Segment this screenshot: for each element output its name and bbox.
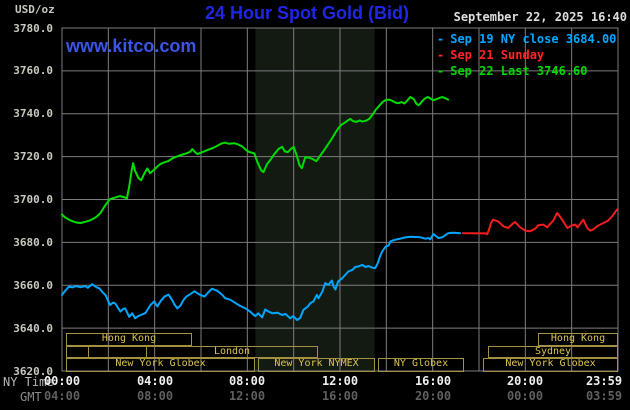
kitco-watermark: www.kitco.com — [66, 36, 197, 56]
x-tick-label-gmt: 12:00 — [228, 389, 266, 403]
line-sep19-friday — [61, 231, 461, 321]
session-box-ny-globex-2: NY Globex — [378, 358, 464, 372]
x-tick-label: 00:00 — [43, 374, 81, 388]
y-tick-label: 3640.0 — [13, 322, 53, 335]
session-box-ny-nymex: New York NYMEX — [258, 358, 375, 372]
session-box-ny-globex-3: New York Globex — [483, 358, 618, 372]
x-axis-row-label-gmt: GMT — [20, 390, 42, 404]
x-tick-label-gmt: 00:00 — [506, 389, 544, 403]
legend-label: Sep 19 NY close 3684.00 — [450, 32, 617, 46]
x-tick-label-gmt: 20:00 — [414, 389, 452, 403]
x-tick-label-gmt: 04:00 — [43, 389, 81, 403]
line-sep22-today — [61, 96, 450, 225]
y-tick-label: 3680.0 — [13, 236, 53, 249]
legend-label: Sep 22 Last 3746.60 — [450, 64, 588, 78]
session-box-sydney: Sydney — [488, 346, 618, 358]
x-tick-label: 20:00 — [506, 374, 544, 388]
session-box-london: London — [146, 346, 318, 358]
legend-dash-icon: - — [437, 48, 445, 62]
x-tick-label: 04:00 — [136, 374, 174, 388]
session-box-unlabeled-1 — [66, 346, 89, 358]
legend-item-sep21: - Sep 21 Sunday — [437, 48, 616, 62]
datetime-label: September 22, 2025 16:40 — [453, 10, 627, 24]
x-tick-label-gmt: 08:00 — [136, 389, 174, 403]
y-tick-label: 3780.0 — [13, 22, 53, 35]
session-box-ny-globex-1: New York Globex — [66, 358, 255, 372]
y-tick-label: 3740.0 — [13, 107, 53, 120]
y-tick-label: 3660.0 — [13, 279, 53, 292]
unit-label: USD/oz — [15, 3, 55, 16]
x-tick-label-gmt: 16:00 — [321, 389, 359, 403]
page-title: 24 Hour Spot Gold (Bid) — [205, 3, 409, 23]
session-box-hongkong-late: Hong Kong — [538, 333, 618, 346]
x-tick-label: 23:59 — [585, 374, 623, 388]
legend-label: Sep 21 Sunday — [450, 48, 545, 62]
legend-item-sep19: - Sep 19 NY close 3684.00 — [437, 32, 616, 46]
x-axis-row-label-nytime: NY Time — [3, 375, 54, 389]
x-tick-label-gmt: 03:59 — [585, 389, 623, 403]
y-tick-label: 3720.0 — [13, 150, 53, 163]
y-tick-label: 3620.0 — [13, 365, 53, 378]
legend-dash-icon: - — [437, 64, 445, 78]
gridlines — [61, 27, 619, 372]
y-tick-label: 3760.0 — [13, 64, 53, 77]
legend-dash-icon: - — [437, 32, 445, 46]
x-tick-label: 16:00 — [414, 374, 452, 388]
y-tick-label: 3700.0 — [13, 193, 53, 206]
session-box-unlabeled-2 — [88, 346, 147, 358]
line-sep21-sunday — [461, 208, 619, 236]
x-tick-label: 08:00 — [228, 374, 266, 388]
x-tick-label: 12:00 — [321, 374, 359, 388]
legend: - Sep 19 NY close 3684.00 - Sep 21 Sunda… — [437, 32, 616, 78]
legend-item-sep22: - Sep 22 Last 3746.60 — [437, 64, 616, 78]
session-box-hongkong-early: Hong Kong — [66, 333, 192, 346]
